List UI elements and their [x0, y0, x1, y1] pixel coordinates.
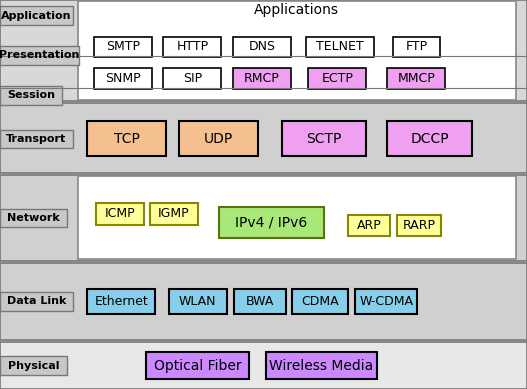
FancyBboxPatch shape — [0, 209, 67, 227]
FancyBboxPatch shape — [397, 215, 442, 237]
FancyBboxPatch shape — [0, 86, 62, 105]
Text: Presentation: Presentation — [0, 50, 80, 60]
FancyBboxPatch shape — [0, 46, 79, 65]
FancyBboxPatch shape — [169, 289, 227, 314]
FancyBboxPatch shape — [0, 130, 73, 148]
FancyBboxPatch shape — [234, 289, 286, 314]
FancyBboxPatch shape — [163, 37, 221, 57]
Text: WLAN: WLAN — [179, 295, 217, 308]
Text: FTP: FTP — [405, 40, 427, 53]
FancyBboxPatch shape — [146, 352, 249, 379]
Text: SNMP: SNMP — [105, 72, 141, 85]
FancyBboxPatch shape — [94, 68, 152, 89]
Text: Session: Session — [7, 90, 55, 100]
FancyBboxPatch shape — [78, 176, 516, 259]
FancyBboxPatch shape — [78, 1, 516, 100]
Text: Wireless Media: Wireless Media — [269, 359, 374, 373]
Text: CDMA: CDMA — [301, 295, 339, 308]
Text: IPv4 / IPv6: IPv4 / IPv6 — [235, 216, 308, 230]
Text: SMTP: SMTP — [106, 40, 140, 53]
FancyBboxPatch shape — [0, 263, 527, 340]
Text: UDP: UDP — [204, 132, 233, 146]
FancyBboxPatch shape — [219, 207, 324, 238]
Text: Ethernet: Ethernet — [94, 295, 148, 308]
Text: DCCP: DCCP — [410, 132, 449, 146]
FancyBboxPatch shape — [0, 292, 73, 311]
FancyBboxPatch shape — [233, 68, 291, 89]
Text: ECTP: ECTP — [321, 72, 353, 85]
Text: SCTP: SCTP — [306, 132, 342, 146]
Text: HTTP: HTTP — [177, 40, 208, 53]
FancyBboxPatch shape — [292, 289, 348, 314]
Text: ICMP: ICMP — [105, 207, 135, 221]
FancyBboxPatch shape — [387, 121, 472, 156]
FancyBboxPatch shape — [0, 6, 73, 25]
Text: Network: Network — [7, 213, 60, 223]
FancyBboxPatch shape — [0, 175, 527, 261]
FancyBboxPatch shape — [163, 68, 221, 89]
FancyBboxPatch shape — [306, 37, 374, 57]
Text: RMCP: RMCP — [244, 72, 280, 85]
Text: Applications: Applications — [254, 3, 339, 17]
FancyBboxPatch shape — [0, 103, 527, 173]
Text: SIP: SIP — [183, 72, 202, 85]
FancyBboxPatch shape — [179, 121, 258, 156]
FancyBboxPatch shape — [348, 215, 390, 237]
Text: Optical Fiber: Optical Fiber — [154, 359, 241, 373]
Text: Data Link: Data Link — [7, 296, 66, 307]
Text: ARP: ARP — [357, 219, 381, 232]
Text: Physical: Physical — [8, 361, 60, 371]
Text: W-CDMA: W-CDMA — [359, 295, 413, 308]
FancyBboxPatch shape — [282, 121, 366, 156]
Text: DNS: DNS — [248, 40, 276, 53]
FancyBboxPatch shape — [94, 37, 152, 57]
FancyBboxPatch shape — [233, 37, 291, 57]
Text: Transport: Transport — [6, 134, 66, 144]
FancyBboxPatch shape — [393, 37, 440, 57]
FancyBboxPatch shape — [355, 289, 417, 314]
FancyBboxPatch shape — [87, 289, 155, 314]
Text: MMCP: MMCP — [397, 72, 435, 85]
FancyBboxPatch shape — [387, 68, 445, 89]
FancyBboxPatch shape — [0, 342, 527, 389]
FancyBboxPatch shape — [150, 203, 198, 225]
Text: TCP: TCP — [113, 132, 140, 146]
FancyBboxPatch shape — [308, 68, 366, 89]
FancyBboxPatch shape — [96, 203, 144, 225]
Text: IGMP: IGMP — [158, 207, 190, 221]
FancyBboxPatch shape — [87, 121, 166, 156]
FancyBboxPatch shape — [0, 356, 67, 375]
FancyBboxPatch shape — [266, 352, 377, 379]
FancyBboxPatch shape — [0, 0, 527, 101]
Text: TELNET: TELNET — [316, 40, 364, 53]
Text: Application: Application — [1, 11, 72, 21]
Text: BWA: BWA — [246, 295, 274, 308]
Text: RARP: RARP — [403, 219, 435, 232]
